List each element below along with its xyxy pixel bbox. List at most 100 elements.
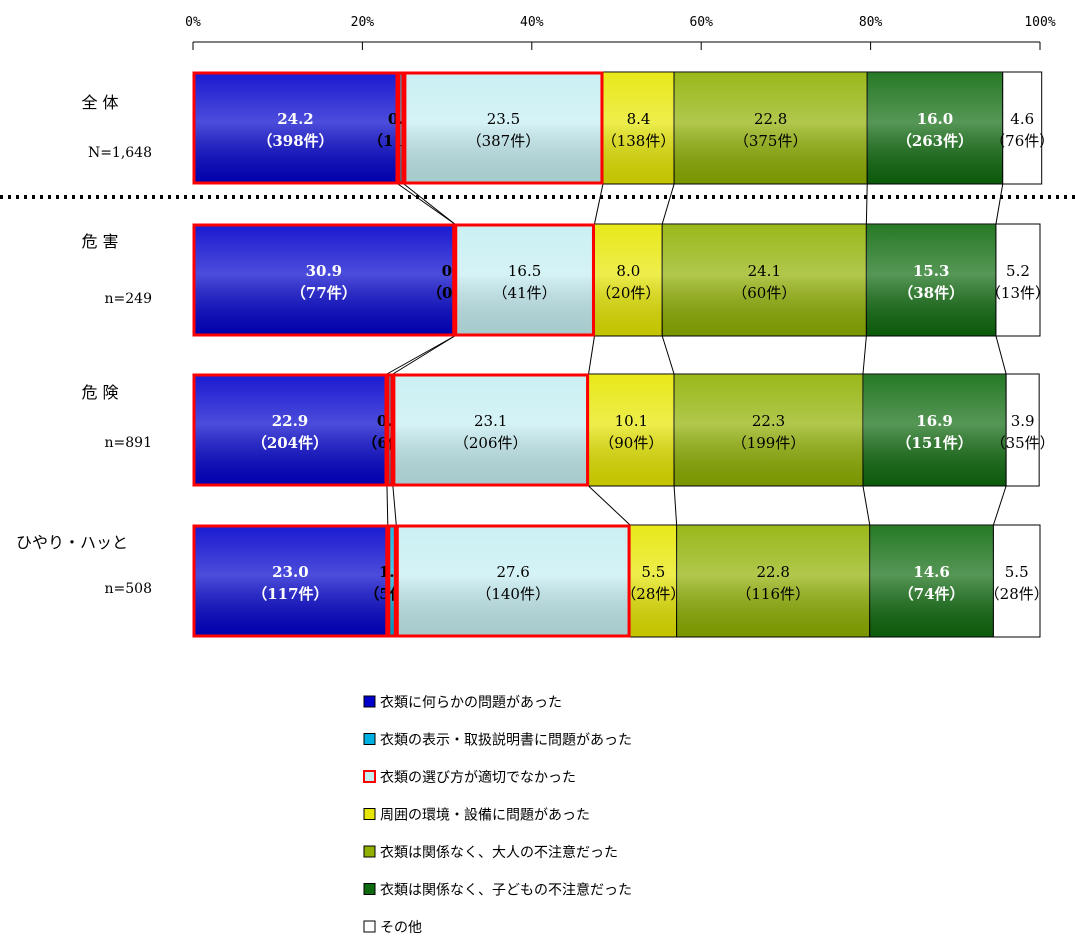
bar-segment-shade [862, 374, 1007, 486]
bar-count-label: （398件） [257, 132, 333, 150]
legend-swatch [363, 883, 376, 895]
legend-item: 周囲の環境・設備に問題があった [363, 808, 590, 824]
bar-segment-shade [392, 374, 589, 486]
connector-line [673, 485, 678, 526]
connector-line [403, 183, 456, 225]
bar-segment-shade [674, 72, 868, 184]
bar-value-label: 5.2 [1006, 262, 1030, 280]
bar-segment-shade [866, 224, 996, 336]
bar-segment-shade [674, 374, 863, 486]
bar-value-label: 8.4 [627, 110, 651, 128]
bar-value-label: 16.5 [508, 262, 541, 280]
connector-line [995, 183, 1004, 225]
bar-segment-shade [386, 374, 393, 486]
bar-segment-shade [630, 525, 677, 637]
bar-count-label: （28件） [621, 585, 685, 603]
legend-label: 衣類の表示・取扱説明書に問題があった [380, 733, 632, 749]
bar-count-label: （38件） [898, 284, 964, 302]
legend-label: 周囲の環境・設備に問題があった [380, 808, 590, 824]
bars: 24.2（398件）0.7（11件）23.5（387件）8.4（138件）22.… [192, 71, 1055, 638]
legend-label: 衣類の選び方が適切でなかった [380, 769, 576, 786]
bar-value-label: 8.0 [616, 262, 640, 280]
bar-count-label: （204件） [252, 434, 328, 452]
bar-count-label: （28件） [985, 585, 1049, 603]
bar-segment-shade [193, 525, 388, 637]
bar-count-label: （387件） [467, 132, 541, 150]
bar-value-label: 14.6 [913, 563, 950, 581]
highlight-outline [397, 71, 405, 185]
connector-line [588, 485, 631, 526]
bar-segment-shade [869, 525, 994, 637]
legend-label: 衣類に何らかの問題があった [380, 695, 562, 711]
category-n-label: n=508 [105, 581, 152, 597]
bar-segment-shade [193, 72, 398, 184]
bar-segment-shade [662, 224, 867, 336]
legend-item: 衣類は関係なく、大人の不注意だった [363, 844, 618, 861]
connector-line [588, 335, 595, 375]
x-tick-label: 40% [520, 15, 544, 30]
legend-item: その他 [363, 920, 422, 936]
connector-line [392, 335, 455, 375]
bar-segment [1005, 373, 1040, 487]
highlight-outline [454, 223, 595, 337]
bar-count-label: （263件） [897, 132, 973, 150]
legend-swatch [363, 845, 376, 858]
connector-line [995, 335, 1007, 375]
connector-line [386, 335, 455, 375]
bar-value-label: 16.0 [917, 110, 954, 128]
bar-count-label: （77件） [291, 284, 357, 302]
legend-item: 衣類の選び方が適切でなかった [363, 769, 576, 786]
connector-line [865, 183, 868, 225]
highlight-outline [192, 223, 456, 337]
bar-count-label: （20件） [596, 284, 660, 302]
bar-value-label: 15.3 [913, 262, 950, 280]
legend-swatch [363, 695, 376, 708]
bar-value-label: 22.8 [754, 110, 787, 128]
legend-swatch [363, 733, 376, 745]
category-label: 危 害 [81, 232, 118, 251]
legend: 衣類に何らかの問題があった衣類の表示・取扱説明書に問題があった衣類の選び方が適切… [363, 695, 632, 936]
category-n-label: N=1,648 [88, 145, 152, 161]
bar-segment-shade [396, 525, 631, 637]
legend-item: 衣類は関係なく、子どもの不注意だった [363, 882, 632, 899]
category-label: 危 険 [81, 383, 118, 402]
bar-count-label: （41件） [493, 284, 557, 302]
bar-count-label: （74件） [899, 585, 965, 603]
connector-line [862, 335, 867, 375]
bar-count-label: （117件） [252, 585, 328, 603]
bar-value-label: 24.1 [748, 262, 781, 280]
bar-value-label: 23.1 [474, 412, 507, 430]
category-label: ひやり・ハッと [16, 533, 128, 552]
bar-value-label: 22.3 [752, 412, 785, 430]
bar-value-label: 30.9 [306, 262, 343, 280]
bar-count-label: （76件） [990, 132, 1054, 150]
bar-segment-shade [602, 72, 675, 184]
bar-segment-shade [397, 72, 404, 184]
bar-count-label: （375件） [734, 132, 808, 150]
bar-value-label: 16.9 [916, 412, 953, 430]
bar-value-label: 24.2 [277, 110, 314, 128]
x-tick-label: 80% [859, 15, 883, 30]
bar-segment-shade [193, 374, 387, 486]
connector-lines [386, 183, 1007, 526]
connector-line [397, 183, 456, 225]
bar-group: 30.9（77件）0.0（0件）16.5（41件）8.0（20件）24.1（60… [192, 223, 1050, 337]
highlight-outline [386, 373, 394, 487]
bar-value-label: 5.5 [641, 563, 665, 581]
x-tick-label: 100% [1024, 15, 1055, 30]
highlight-outline [395, 524, 631, 638]
highlight-outline [403, 71, 604, 185]
bar-value-label: 4.6 [1010, 110, 1034, 128]
bar-count-label: （199件） [732, 434, 806, 452]
bar-value-label: 22.9 [272, 412, 309, 430]
bar-count-label: （13件） [986, 284, 1050, 302]
connector-line [661, 335, 675, 375]
legend-swatch [363, 920, 376, 933]
category-n-label: n=249 [105, 291, 152, 307]
x-tick-label: 60% [689, 15, 713, 30]
highlight-outline [192, 373, 388, 487]
bar-count-label: （90件） [599, 434, 663, 452]
bar-group: 23.0（117件）1.0（5件）27.6（140件）5.5（28件）22.8（… [192, 524, 1049, 638]
connector-line [992, 485, 1007, 526]
